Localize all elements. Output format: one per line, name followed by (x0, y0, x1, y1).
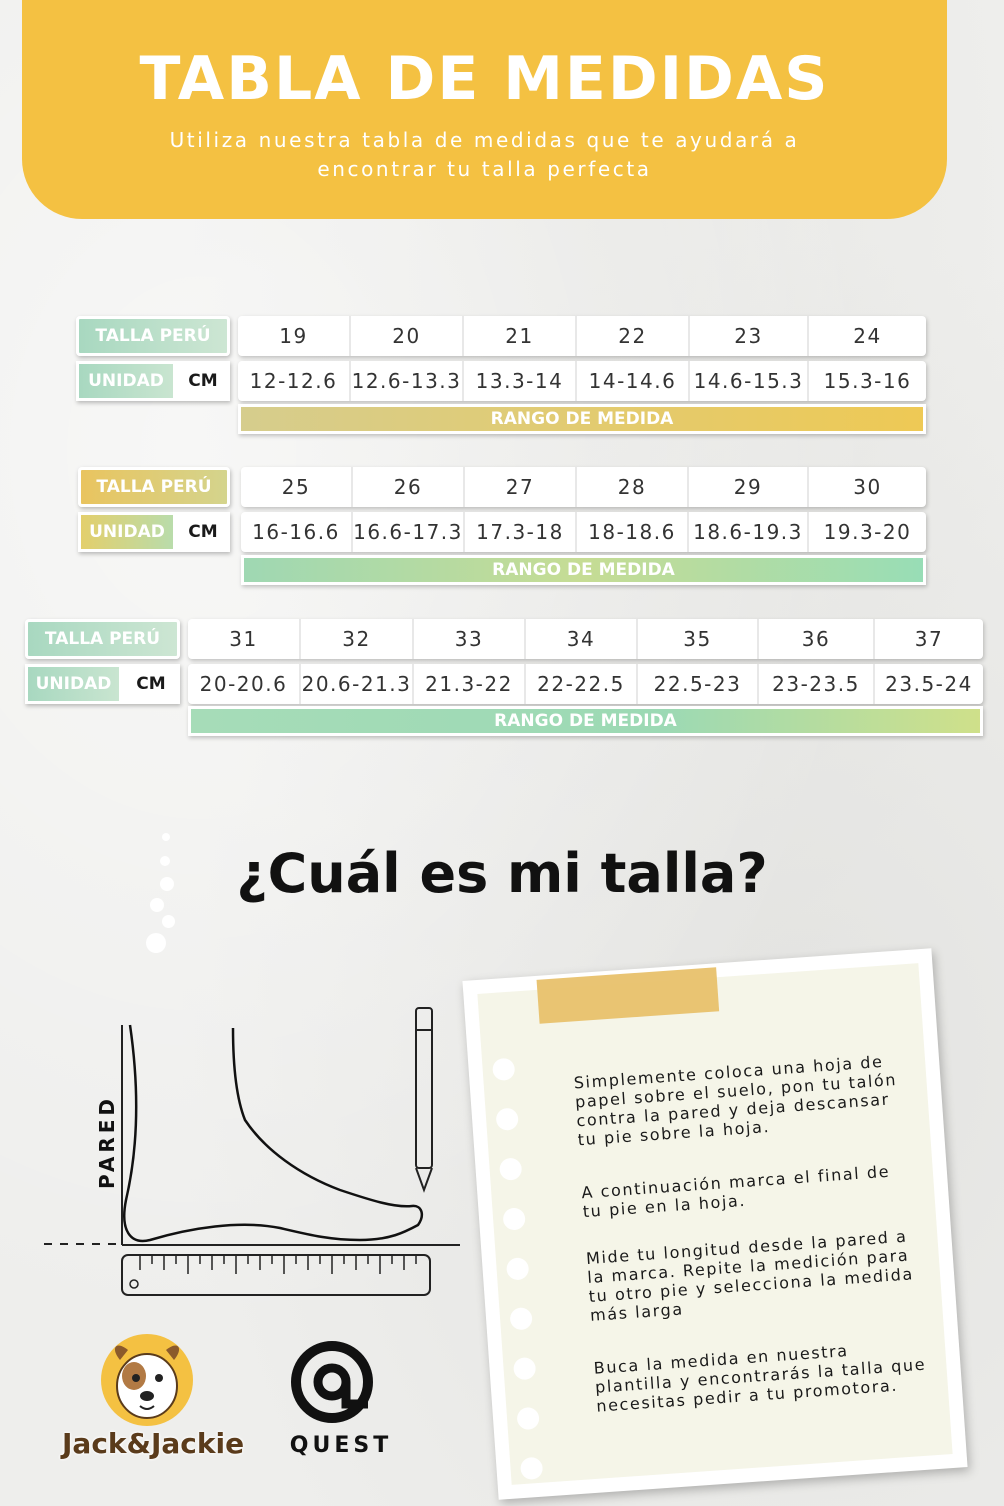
range-bar: RANGO DE MEDIDA (238, 404, 926, 434)
unidad-box: UNIDAD CM (76, 361, 230, 401)
dot (160, 877, 174, 891)
range-cell: 12-12.6 (238, 361, 351, 401)
size-cell: 32 (301, 619, 414, 659)
range-cell: 18-18.6 (577, 512, 689, 552)
dot (162, 833, 170, 841)
size-cell: 23 (690, 316, 809, 356)
unidad-box: UNIDAD CM (78, 512, 230, 552)
sizes-row: 31 32 33 34 35 36 37 (188, 619, 983, 659)
binder-hole (498, 1157, 523, 1181)
instruction-step-2: A continuación marca el final de tu pie … (580, 1161, 891, 1222)
page-subtitle: Utiliza nuestra tabla de medidas que te … (169, 128, 800, 181)
range-cell: 12.6-13.3 (351, 361, 464, 401)
size-cell: 35 (638, 619, 759, 659)
size-cell: 33 (414, 619, 526, 659)
dot (162, 915, 175, 928)
dot (160, 856, 170, 866)
size-cell: 24 (853, 324, 882, 348)
range-cell: 14-14.6 (577, 361, 690, 401)
quest-logo: QUEST (276, 1338, 406, 1458)
range-bar: RANGO DE MEDIDA (188, 706, 983, 736)
unit-label: CM (122, 664, 180, 704)
range-cell: 22-22.5 (526, 664, 638, 704)
binder-hole (516, 1406, 540, 1431)
range-cell: 14.6-15.3 (690, 361, 809, 401)
range-cell: 13.3-14 (464, 361, 577, 401)
page-title: TABLA DE MEDIDAS (139, 44, 830, 114)
unidad-label: UNIDAD (25, 664, 122, 704)
size-cell: 37 (914, 627, 944, 651)
binder-hole (509, 1307, 533, 1331)
size-cell: 27 (465, 467, 577, 507)
size-cell: 20 (351, 316, 464, 356)
range-cell: 16.6-17.3 (353, 512, 465, 552)
brand2-name: QUEST (289, 1433, 393, 1458)
ranges-row: 16-16.6 16.6-17.3 17.3-18 18-18.6 18.6-1… (241, 512, 926, 552)
size-cell: 26 (353, 467, 465, 507)
quest-at-icon (291, 1341, 373, 1423)
range-cell: 18.6-19.3 (689, 512, 809, 552)
range-cell: 23.5-24 (885, 672, 973, 696)
size-cell: 29 (689, 467, 809, 507)
size-cell: 19 (238, 316, 351, 356)
range-cell: 16-16.6 (241, 512, 353, 552)
ruler-icon (121, 1254, 431, 1296)
size-cell: 25 (241, 467, 353, 507)
binder-hole (505, 1257, 530, 1281)
range-cell: 20.6-21.3 (301, 664, 414, 704)
size-cell: 21 (464, 316, 577, 356)
jack-jackie-logo: Jack&Jackie (62, 1330, 245, 1460)
instructions-card: Simplemente coloca una hoja de papel sob… (462, 948, 968, 1500)
range-cell: 22.5-23 (638, 664, 759, 704)
foot-outline (123, 1024, 424, 1243)
instruction-step-4: Buca la medida en nuestra plantilla y en… (593, 1341, 927, 1416)
instruction-step-3: Mide tu longitud desde la pared a la mar… (585, 1226, 915, 1325)
range-cell: 15.3-16 (823, 369, 912, 393)
dog-mascot-icon (101, 1334, 193, 1426)
unidad-label: UNIDAD (78, 512, 176, 552)
tape-strip (536, 967, 720, 1024)
sizes-row: 25 26 27 28 29 30 (241, 467, 926, 507)
binder-hole (502, 1207, 526, 1231)
ranges-row: 12-12.6 12.6-13.3 13.3-14 14-14.6 14.6-1… (238, 361, 926, 401)
talla-label: TALLA PERÚ (25, 619, 180, 659)
dot (146, 933, 166, 953)
range-cell: 20-20.6 (188, 664, 301, 704)
question-heading: ¿Cuál es mi talla? (236, 842, 768, 905)
unit-label: CM (176, 361, 230, 401)
header-banner: TABLA DE MEDIDAS Utiliza nuestra tabla d… (22, 0, 947, 219)
instructions-paper: Simplemente coloca una hoja de papel sob… (477, 963, 953, 1485)
size-cell: 28 (577, 467, 689, 507)
binder-hole (491, 1057, 516, 1082)
range-cell: 17.3-18 (465, 512, 577, 552)
size-cell: 36 (759, 619, 875, 659)
talla-label: TALLA PERÚ (78, 467, 230, 507)
sizes-row: 19 20 21 22 23 24 (238, 316, 926, 356)
brand1-name: Jack&Jackie (62, 1427, 245, 1460)
pencil-icon (415, 1007, 433, 1193)
size-cell: 31 (188, 619, 301, 659)
size-cell: 34 (526, 619, 638, 659)
unit-label: CM (176, 512, 230, 552)
talla-label: TALLA PERÚ (76, 316, 230, 356)
range-cell: 19.3-20 (823, 520, 912, 544)
instruction-step-1: Simplemente coloca una hoja de papel sob… (573, 1051, 898, 1150)
unidad-box: UNIDAD CM (25, 664, 180, 704)
unidad-label: UNIDAD (76, 361, 176, 401)
ranges-row: 20-20.6 20.6-21.3 21.3-22 22-22.5 22.5-2… (188, 664, 983, 704)
range-cell: 21.3-22 (414, 664, 526, 704)
size-cell: 30 (853, 475, 882, 499)
binder-hole (512, 1356, 537, 1381)
range-bar: RANGO DE MEDIDA (241, 555, 926, 585)
foot-measurement-illustration (44, 1007, 460, 1296)
binder-hole (495, 1107, 519, 1131)
range-cell: 23-23.5 (759, 664, 875, 704)
binder-hole (519, 1456, 544, 1481)
dot (150, 898, 164, 912)
size-cell: 22 (577, 316, 690, 356)
